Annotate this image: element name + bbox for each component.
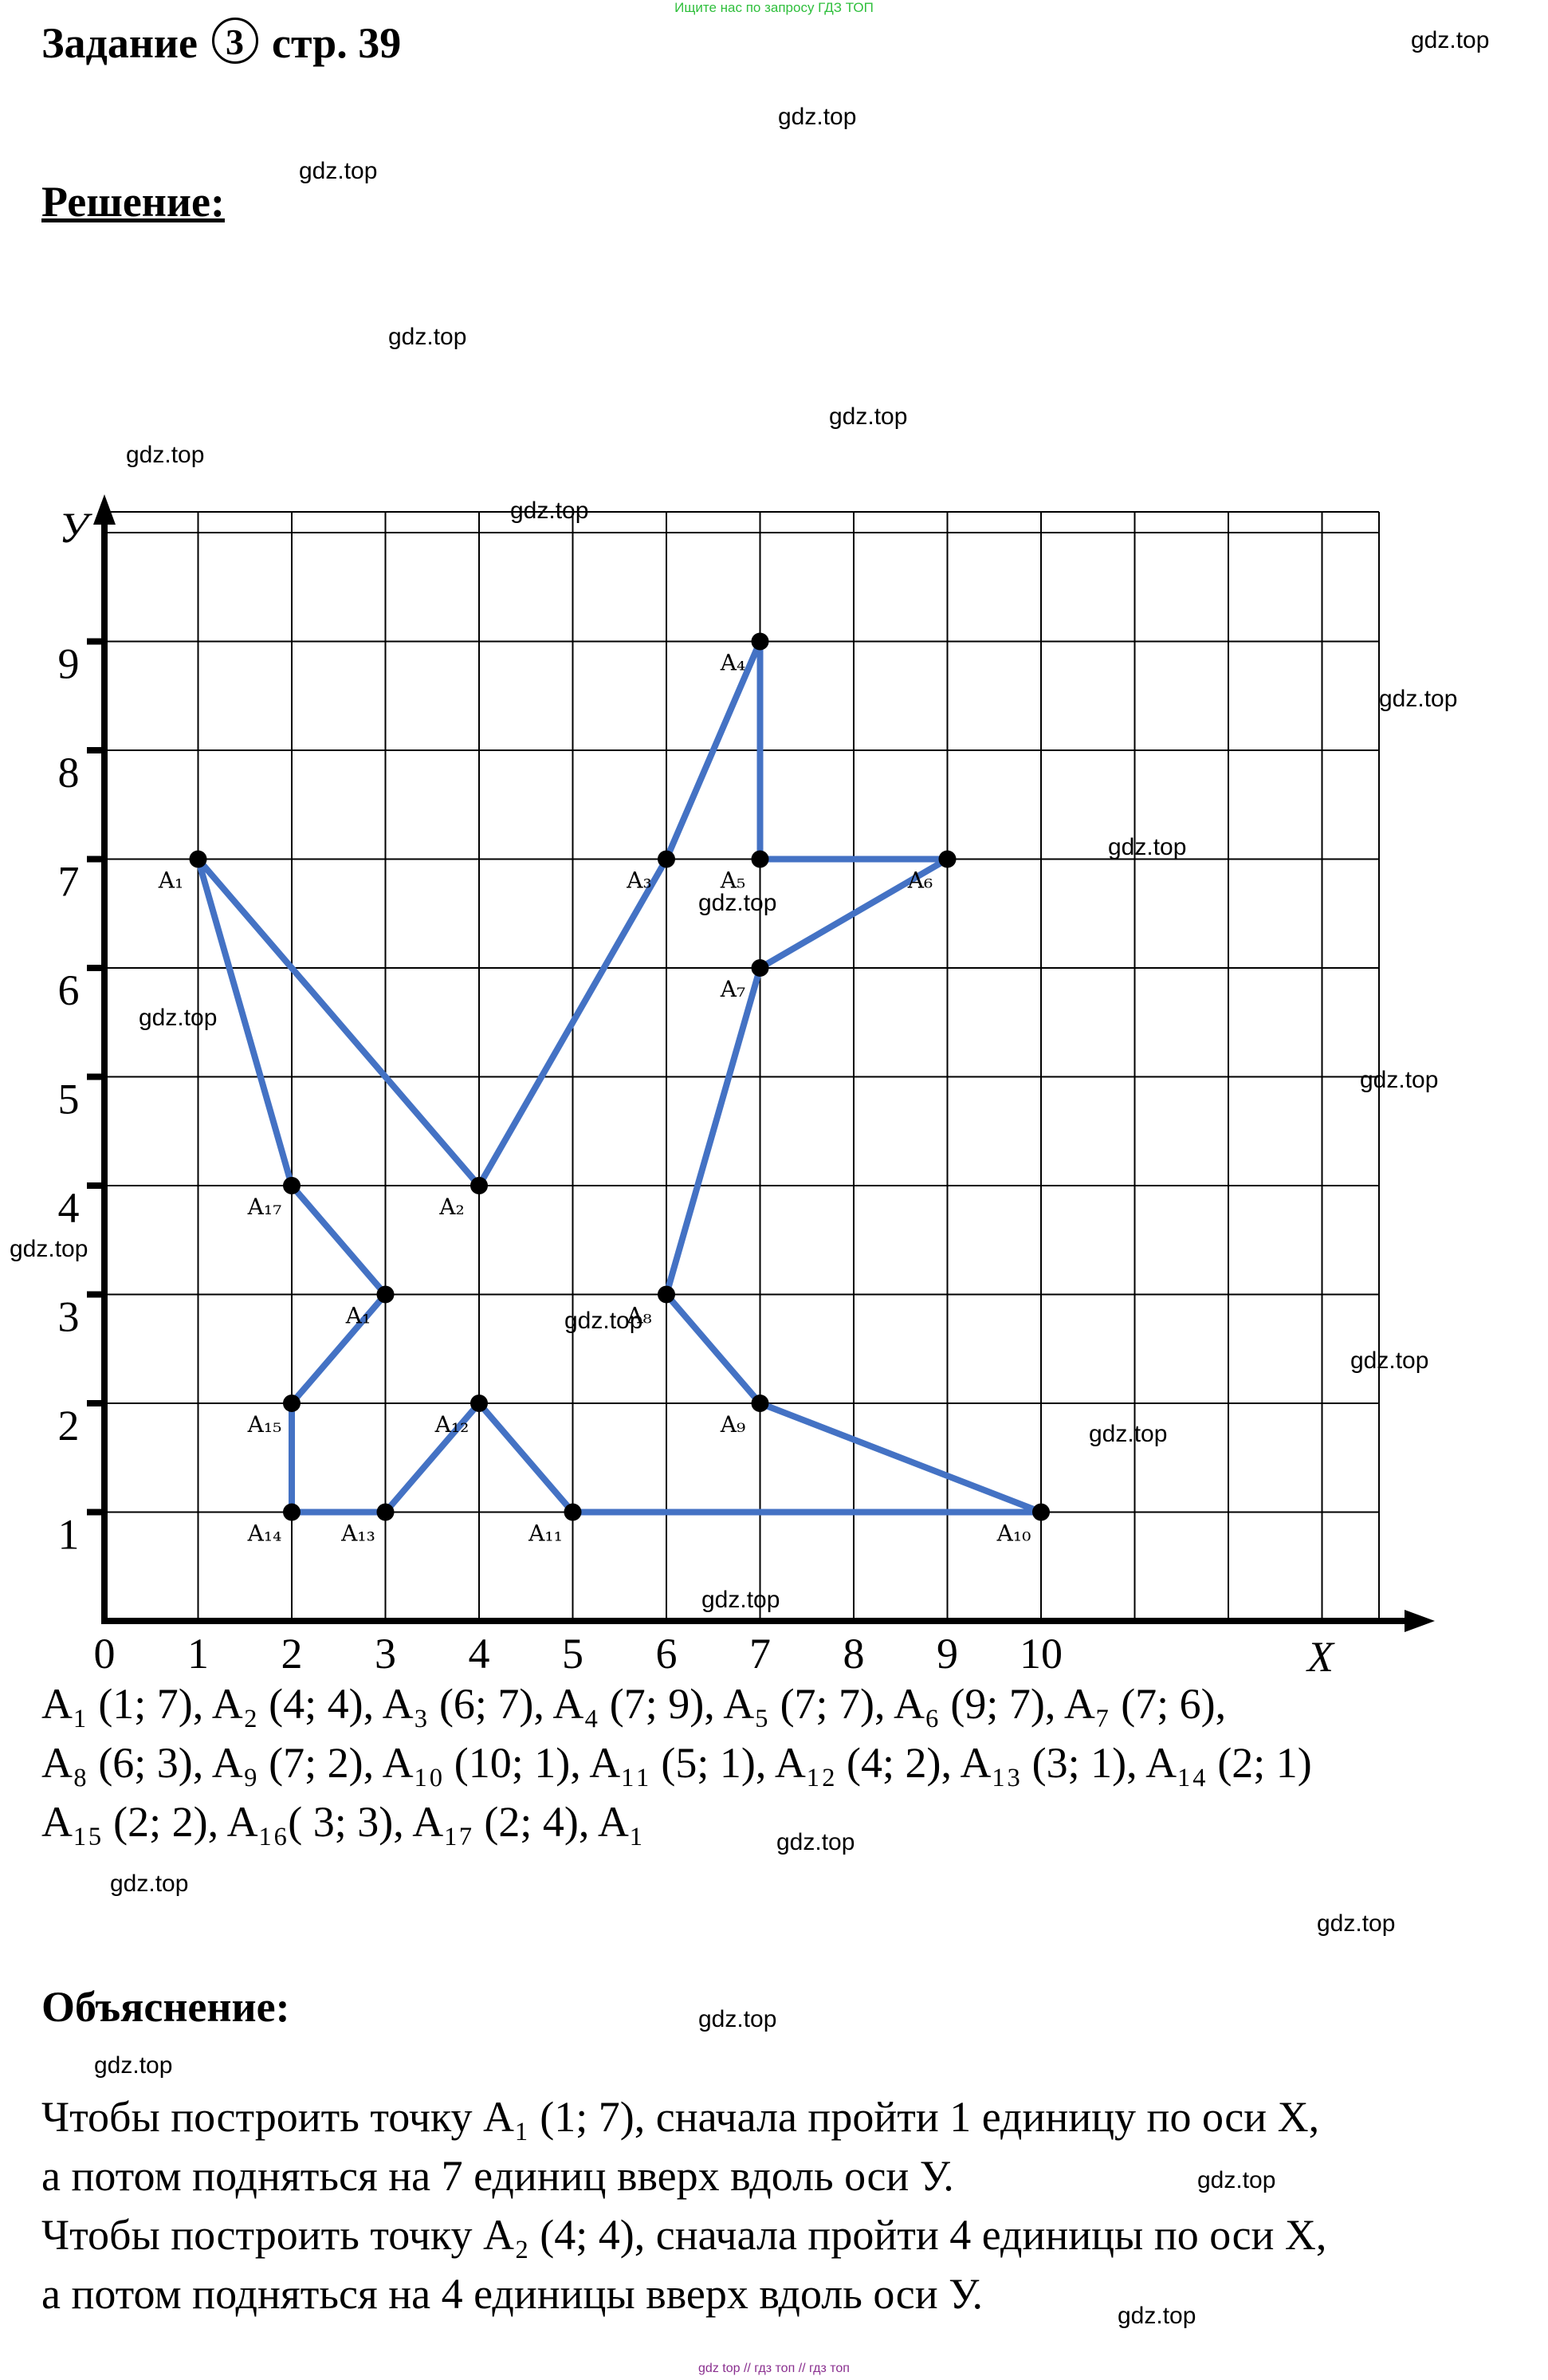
x-tick-label: 3 xyxy=(375,1630,396,1678)
data-point xyxy=(751,850,769,868)
point-label: A₁ xyxy=(345,1303,371,1329)
watermark: gdz.top xyxy=(1317,1910,1396,1937)
x-axis-arrow xyxy=(1405,1610,1435,1632)
x-tick-label: 8 xyxy=(843,1630,865,1678)
data-point xyxy=(938,850,957,868)
point-label: A₁₃ xyxy=(340,1520,375,1547)
watermark: gdz.top xyxy=(1379,686,1458,712)
x-tick-label: 5 xyxy=(562,1630,583,1678)
y-axis-label: У xyxy=(59,504,92,552)
watermark: gdz.top xyxy=(776,1829,855,1855)
data-point xyxy=(283,1177,301,1194)
point-label: A₇ xyxy=(720,976,745,1002)
point-label: A₈ xyxy=(626,1303,651,1329)
watermark: gdz.top xyxy=(698,2006,777,2032)
point-label: A₄ xyxy=(720,650,745,676)
x-axis-label: X xyxy=(1306,1633,1335,1681)
watermark: gdz.top xyxy=(1197,2167,1276,2193)
point-label: A₂ xyxy=(438,1194,464,1220)
point-label: A₁₇ xyxy=(247,1194,282,1220)
data-point xyxy=(1032,1503,1050,1521)
watermark: gdz.top xyxy=(698,890,777,916)
y-tick-label: 9 xyxy=(58,640,80,688)
y-tick-label: 5 xyxy=(58,1076,80,1123)
data-point xyxy=(376,1503,395,1521)
coords-line-1: A₁ (1; 7), A₂ (4; 4), A₃ (6; 7), A₄ (7; … xyxy=(41,1680,1227,1728)
watermark: gdz.top xyxy=(1360,1067,1439,1093)
watermark: gdz.top xyxy=(778,104,857,130)
data-point xyxy=(751,1395,769,1412)
task-prefix: Задание xyxy=(41,19,198,67)
watermark: gdz.top xyxy=(110,1871,189,1897)
watermark: gdz.top xyxy=(94,2052,173,2079)
point-label: A₁₂ xyxy=(434,1411,470,1438)
y-tick-label: 8 xyxy=(58,749,80,797)
x-tick-label: 1 xyxy=(187,1630,209,1678)
watermark: gdz.top xyxy=(1089,1421,1168,1447)
task-number-circle: 3 xyxy=(211,18,258,64)
watermark: gdz.top xyxy=(10,1236,88,1262)
data-point xyxy=(564,1503,582,1521)
watermark: gdz.top xyxy=(1118,2303,1196,2329)
x-tick-label: 7 xyxy=(749,1630,771,1678)
point-label: A₉ xyxy=(720,1411,745,1438)
data-point xyxy=(470,1395,488,1412)
data-point xyxy=(751,959,769,977)
watermark: gdz.top xyxy=(510,498,589,524)
x-tick-label: 10 xyxy=(1020,1630,1063,1678)
watermark: gdz.top xyxy=(299,158,378,184)
explanation-heading: Объяснение: xyxy=(41,1983,290,2031)
watermark: gdz.top xyxy=(701,1587,780,1613)
top-banner: Ищите нас по запросу ГДЗ ТОП xyxy=(674,0,874,15)
watermark: gdz.top xyxy=(126,442,205,468)
solution-heading: Решение: xyxy=(41,178,225,226)
data-point xyxy=(751,632,769,651)
x-tick-label: 9 xyxy=(937,1630,958,1678)
point-label: A₅ xyxy=(720,867,745,894)
coords-line-2: A₈ (6; 3), A₉ (7; 2), A₁₀ (10; 1), A₁₁ (… xyxy=(41,1739,1312,1787)
watermark: gdz.top xyxy=(139,1005,218,1031)
y-tick-label: 4 xyxy=(58,1184,80,1232)
task-page: стр. 39 xyxy=(272,19,402,67)
point-label: A₁₅ xyxy=(247,1411,282,1438)
point-label: A₃ xyxy=(626,867,651,894)
point-label: A₁₄ xyxy=(247,1520,282,1547)
data-point xyxy=(658,850,675,868)
data-point xyxy=(470,1177,488,1194)
watermark: gdz.top xyxy=(1411,27,1490,53)
watermark: gdz.top xyxy=(1350,1347,1429,1374)
y-axis-arrow xyxy=(93,494,116,525)
y-tick-label: 3 xyxy=(58,1293,80,1341)
data-point xyxy=(283,1503,301,1521)
explanation-line-1: Чтобы построить точку A₁ (1; 7), сначала… xyxy=(41,2093,1320,2141)
x-tick-label: 6 xyxy=(656,1630,678,1678)
explanation-line-4: а потом подняться на 4 единицы вверх вдо… xyxy=(41,2270,984,2318)
figure-outline xyxy=(194,638,1044,1516)
watermark: gdz.top xyxy=(564,1308,643,1334)
point-label: A₁₀ xyxy=(996,1520,1031,1547)
data-point xyxy=(658,1285,675,1304)
point-label: A₁₁ xyxy=(528,1520,563,1547)
explanation-line-2: а потом подняться на 7 единиц вверх вдол… xyxy=(41,2152,954,2200)
footer: gdz top // гдз топ // гдз топ xyxy=(698,2362,850,2375)
data-point xyxy=(376,1285,395,1304)
watermark: gdz.top xyxy=(388,324,467,350)
y-tick-label: 1 xyxy=(58,1511,80,1559)
x-tick-label: 4 xyxy=(469,1630,490,1678)
y-tick-label: 7 xyxy=(58,858,80,906)
point-label: A₆ xyxy=(907,867,933,894)
coords-line-3: A₁₅ (2; 2), A₁₆( 3; 3), A₁₇ (2; 4), A₁ xyxy=(41,1798,644,1846)
task-title: Задание 3 стр. 39 xyxy=(41,18,401,68)
y-tick-label: 2 xyxy=(58,1402,80,1450)
x-tick-label: 2 xyxy=(281,1630,303,1678)
watermark: gdz.top xyxy=(829,403,908,430)
data-point xyxy=(283,1395,301,1412)
explanation-line-3: Чтобы построить точку A₂ (4; 4), сначала… xyxy=(41,2211,1327,2259)
data-point xyxy=(189,850,207,868)
watermark: gdz.top xyxy=(1108,834,1187,860)
x-tick-label: 0 xyxy=(94,1630,116,1678)
y-tick-label: 6 xyxy=(58,966,80,1014)
coordinate-chart: 0 1 2 3 4 5 6 7 8 9 10 1 2 3 4 5 6 7 8 9 X У A₁ A₂ A₃ A₄ A₅ A₆ A₇ A₈ A… xyxy=(58,494,1435,1681)
point-label: A₁ xyxy=(158,867,183,894)
